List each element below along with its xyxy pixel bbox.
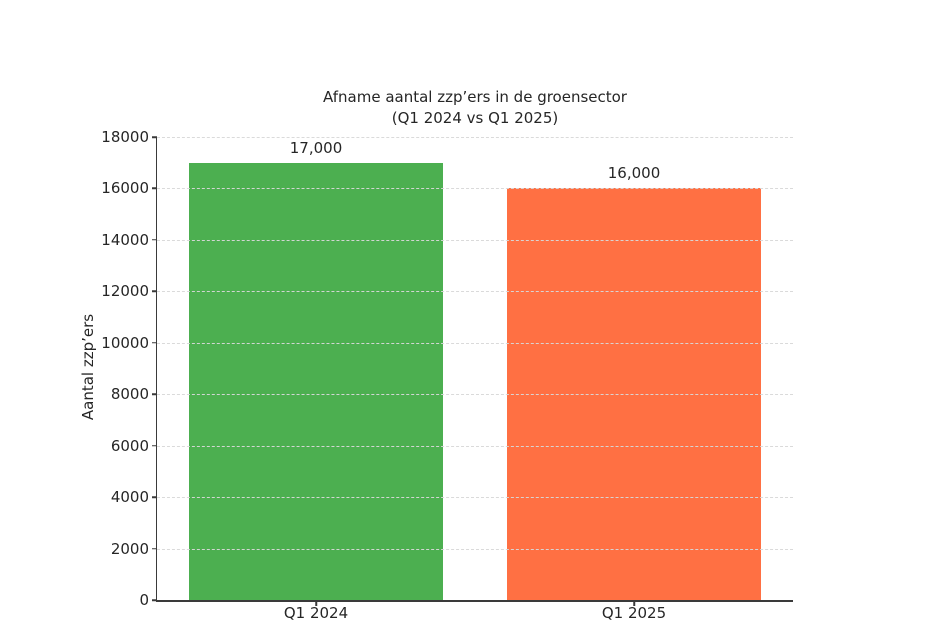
y-gridline [157,497,793,499]
y-tick-mark [152,239,157,241]
x-tick-mark [633,600,635,606]
y-tick-label: 0 [139,591,149,609]
bar-value-label: 17,000 [289,138,343,157]
y-axis-spine [155,137,157,602]
chart-title-line1: Afname aantal zzp’ers in de groensector [323,88,627,106]
y-gridline [157,548,793,550]
y-gridline [157,137,793,138]
y-gridline [157,342,793,344]
y-gridline [157,291,793,293]
bar-q1-2024 [188,162,444,600]
x-axis-spine [155,600,793,602]
y-axis-title: Aantal zzp’ers [79,313,97,421]
y-tick-label: 14000 [101,230,149,249]
y-tick-mark [152,444,157,447]
chart-title-line2: (Q1 2024 vs Q1 2025) [391,109,559,127]
y-tick-mark [152,599,157,601]
y-tick-mark [152,290,157,293]
y-tick-label: 12000 [101,282,149,301]
bar-value-label: 16,000 [607,164,661,183]
x-tick-label: Q1 2024 [283,604,349,620]
y-tick-label: 18000 [101,128,149,146]
chart-title: Afname aantal zzp’ers in de groensector … [157,87,793,129]
y-tick-label: 8000 [110,385,149,404]
y-tick-label: 6000 [110,436,149,455]
y-gridline [157,239,793,241]
y-gridline [157,188,793,190]
y-tick-mark [152,187,157,190]
y-gridline [157,445,793,447]
y-tick-mark [152,393,157,395]
y-tick-label: 10000 [101,333,149,352]
plot-area: 17,000 Q1 2024 16,000 Q1 2025 0 2000 4000 6000 8… [101,128,793,620]
y-tick-label: 16000 [101,179,149,198]
x-tick-mark [315,600,317,606]
x-tick-label: Q1 2025 [601,604,667,620]
y-gridline [157,394,793,396]
y-tick-label: 4000 [110,488,149,507]
y-tick-label: 2000 [110,539,149,558]
y-tick-mark [152,496,157,498]
y-tick-mark [152,547,157,550]
y-tick-mark [152,136,157,138]
y-tick-mark [152,342,157,344]
